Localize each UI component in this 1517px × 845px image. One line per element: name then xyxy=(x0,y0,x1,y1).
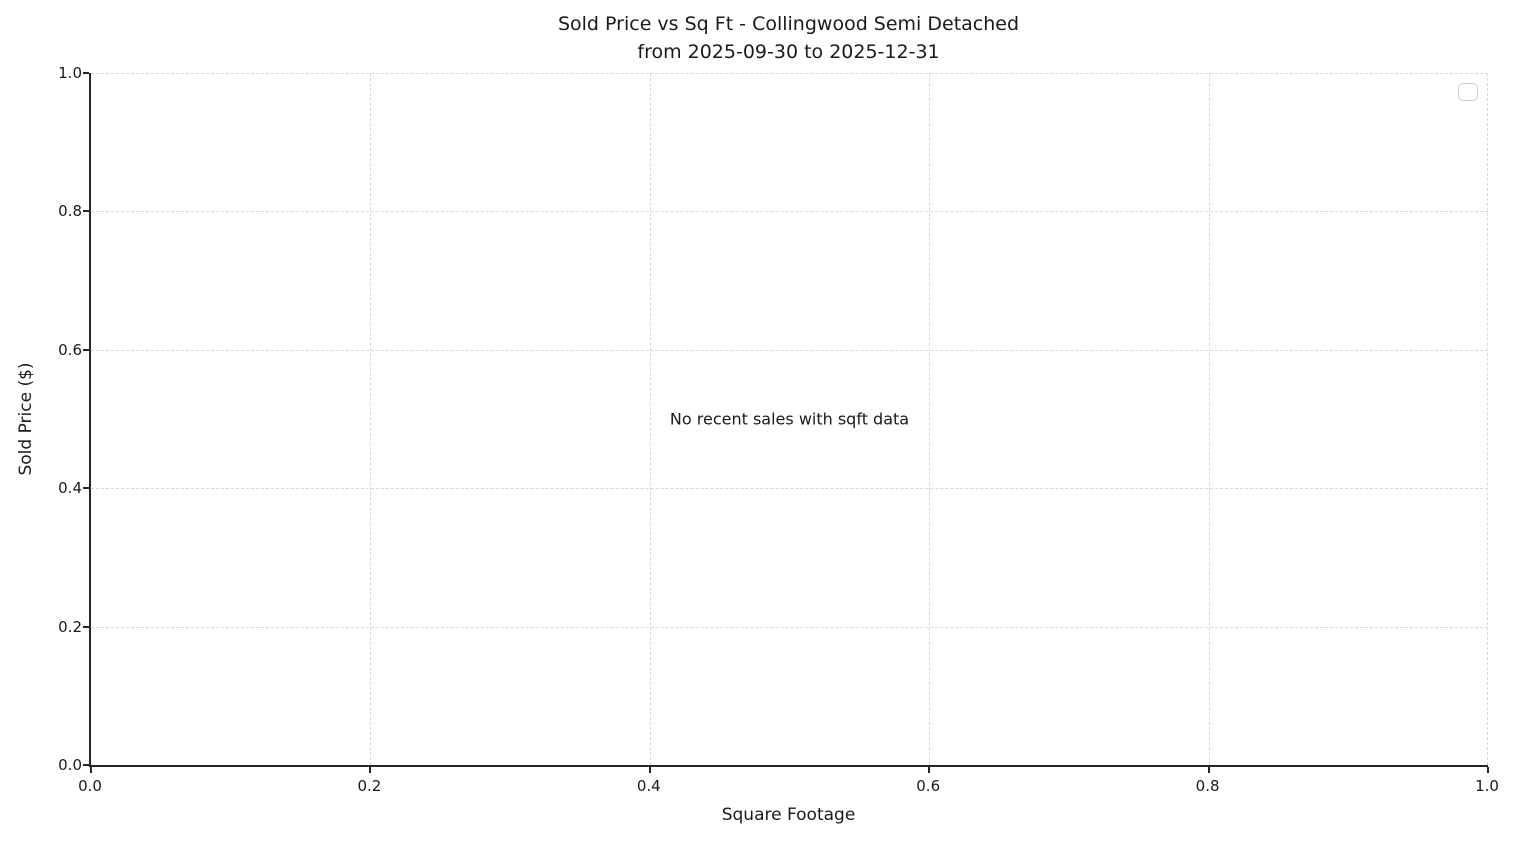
y-axis-label: Sold Price ($) xyxy=(16,362,36,476)
x-tick-label: 1.0 xyxy=(1475,777,1499,795)
chart-title: Sold Price vs Sq Ft - Collingwood Semi D… xyxy=(90,10,1487,66)
y-tick-label: 0.4 xyxy=(58,479,82,498)
y-gridline xyxy=(91,349,1488,351)
x-tick-label: 0.4 xyxy=(636,777,661,795)
x-tick xyxy=(1487,767,1489,773)
y-tick xyxy=(83,487,89,490)
y-gridline xyxy=(91,211,1488,213)
x-tick xyxy=(648,767,651,773)
y-gridline xyxy=(91,488,1488,490)
y-tick xyxy=(83,72,89,74)
x-gridline xyxy=(649,73,651,765)
x-gridline xyxy=(370,73,372,765)
x-tick xyxy=(928,767,931,773)
y-tick-label: 0.2 xyxy=(58,617,82,636)
y-tick-label: 0.8 xyxy=(58,202,82,221)
y-tick xyxy=(83,625,89,628)
x-axis-ticks: 0.0 0.2 0.4 0.6 0.8 1.0 xyxy=(78,777,1499,797)
x-gridline xyxy=(1208,73,1210,765)
x-gridline xyxy=(1487,73,1488,765)
y-tick xyxy=(83,764,89,766)
x-tick xyxy=(1207,767,1210,773)
chart-title-line2: from 2025-09-30 to 2025-12-31 xyxy=(637,41,940,63)
x-tick xyxy=(369,767,372,773)
y-gridline xyxy=(91,73,1488,74)
y-gridline xyxy=(91,626,1488,628)
y-tick-label: 0.0 xyxy=(58,756,82,774)
y-tick xyxy=(83,348,89,351)
x-gridline xyxy=(929,73,931,765)
y-tick-label: 1.0 xyxy=(58,64,82,82)
x-tick-label: 0.0 xyxy=(78,777,102,795)
x-tick-label: 0.2 xyxy=(357,777,382,795)
x-tick xyxy=(90,767,92,773)
x-tick-label: 0.8 xyxy=(1195,777,1220,795)
chart-title-line1: Sold Price vs Sq Ft - Collingwood Semi D… xyxy=(557,13,1020,35)
plot-area: No recent sales with sqft data xyxy=(83,72,1489,773)
x-axis-label: Square Footage xyxy=(721,805,856,825)
legend-box xyxy=(1458,83,1478,101)
y-tick-label: 0.6 xyxy=(58,340,82,359)
no-data-annotation: No recent sales with sqft data xyxy=(669,409,910,429)
x-tick-label: 0.6 xyxy=(916,777,941,795)
y-axis-ticks: 1.0 0.8 0.6 0.4 0.2 0.0 xyxy=(0,64,82,774)
y-tick xyxy=(83,210,89,213)
